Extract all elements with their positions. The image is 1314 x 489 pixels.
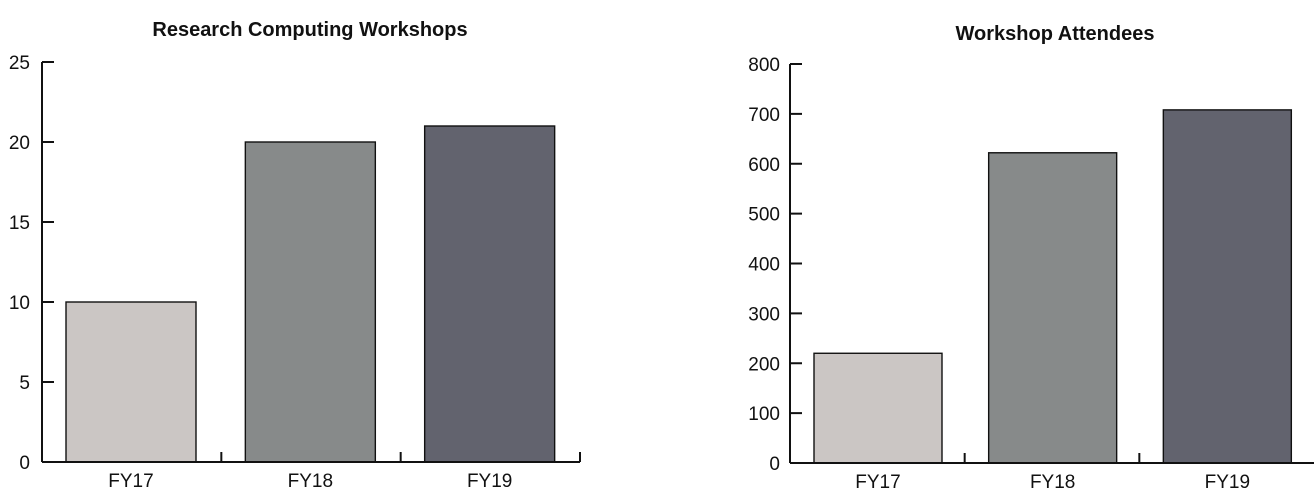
y-tick-label: 600 xyxy=(748,155,780,176)
y-tick-label: 5 xyxy=(19,373,30,394)
y-tick-label: 700 xyxy=(748,105,780,126)
bar-fy18 xyxy=(987,152,1118,464)
x-tick-label: FY18 xyxy=(1030,472,1075,489)
y-tick-label: 100 xyxy=(748,404,780,425)
y-tick-label: 500 xyxy=(748,205,780,226)
y-tick-label: 200 xyxy=(748,354,780,375)
bar-fy19 xyxy=(1162,109,1293,464)
y-tick-label: 800 xyxy=(748,55,780,76)
y-tick-label: 0 xyxy=(19,453,30,474)
bar-fy18 xyxy=(244,141,377,463)
attendees-chart: Workshop Attendees 0 100 200 300 400 500 600 70… xyxy=(748,23,1314,489)
y-tick-label: 15 xyxy=(9,213,30,234)
bar-fy19 xyxy=(423,125,556,463)
y-tick-label: 400 xyxy=(748,255,780,276)
x-tick-label: FY18 xyxy=(288,471,333,489)
bar-fy17 xyxy=(65,301,197,463)
y-tick-label: 300 xyxy=(748,304,780,325)
y-tick-label: 0 xyxy=(769,454,780,475)
chart-title: Research Computing Workshops xyxy=(152,19,467,41)
bar-fy17 xyxy=(813,352,943,464)
x-tick-label: FY19 xyxy=(467,471,512,489)
y-tick-label: 20 xyxy=(9,133,30,154)
y-tick-label: 10 xyxy=(9,293,30,314)
x-tick-label: FY17 xyxy=(108,471,153,489)
chart-title: Workshop Attendees xyxy=(956,23,1155,45)
x-tick-label: FY19 xyxy=(1205,472,1250,489)
x-tick-label: FY17 xyxy=(855,472,900,489)
workshops-chart: Research Computing Workshops 0 5 10 15 20 25 F… xyxy=(9,19,581,489)
y-tick-label: 25 xyxy=(9,53,30,74)
